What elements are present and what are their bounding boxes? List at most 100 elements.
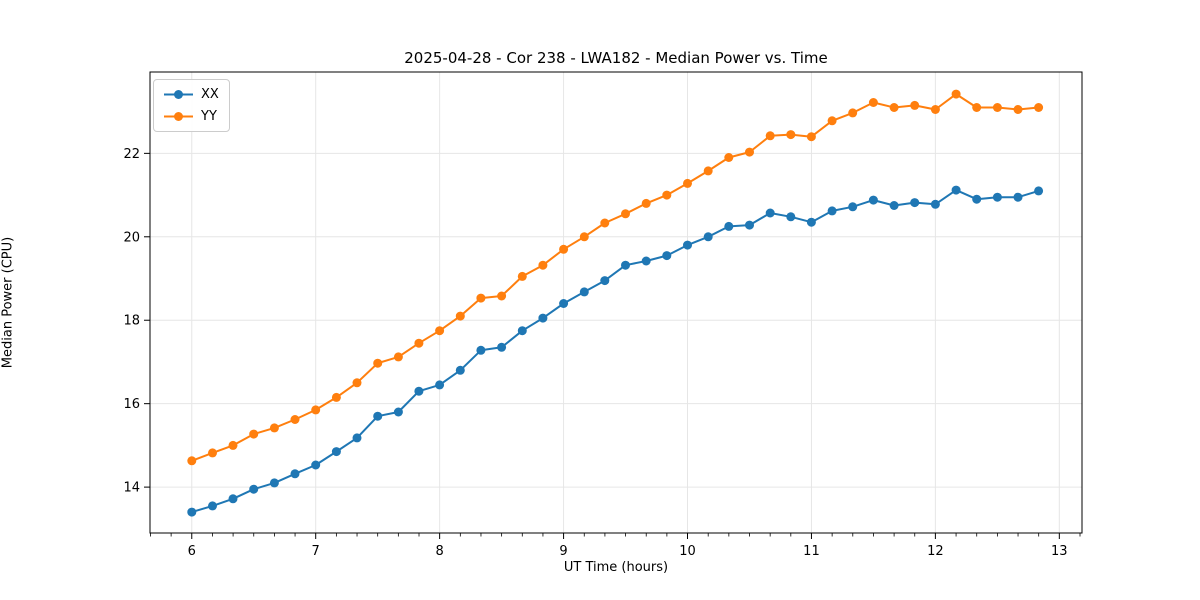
- series-xx-marker: [848, 202, 858, 212]
- series-yy-marker: [435, 326, 445, 336]
- series-yy-marker: [930, 105, 940, 114]
- series-xx-marker: [806, 217, 816, 227]
- series-yy-marker: [910, 100, 920, 110]
- series-xx-marker: [786, 212, 796, 222]
- x-tick-label: 8: [435, 544, 443, 559]
- x-axis-label: UT Time (hours): [563, 560, 669, 575]
- series-xx-marker: [868, 195, 878, 205]
- series-yy-marker: [393, 352, 403, 362]
- series-yy-marker: [641, 198, 651, 208]
- series-yy-marker: [703, 166, 713, 176]
- series-yy-marker: [352, 378, 362, 388]
- legend-label-xx: XX: [201, 87, 219, 102]
- series-xx-marker: [269, 478, 279, 488]
- series-yy-marker: [827, 116, 837, 126]
- series-xx-marker: [414, 386, 424, 396]
- legend-line-marker-xx-icon: [164, 90, 193, 99]
- x-tick-label: 9: [559, 544, 567, 559]
- x-tick-label: 10: [679, 544, 696, 559]
- series-xx-marker: [662, 251, 672, 261]
- series-yy-marker: [806, 132, 816, 142]
- series-yy-marker: [269, 423, 279, 433]
- series-xx-marker: [331, 447, 341, 457]
- series-xx-marker: [187, 507, 197, 517]
- series-xx-marker: [373, 411, 383, 421]
- series-xx-marker: [249, 484, 259, 494]
- series-yy-marker: [476, 293, 486, 303]
- series-yy-marker: [497, 291, 507, 301]
- series-xx-marker: [641, 256, 651, 266]
- series-yy-marker: [187, 456, 197, 466]
- chart-title: 2025-04-28 - Cor 238 - LWA182 - Median P…: [404, 49, 828, 67]
- series-yy-marker: [290, 415, 300, 424]
- series-yy-marker: [414, 338, 424, 348]
- series-yy-marker: [868, 98, 878, 107]
- x-tick-label: 7: [312, 544, 320, 559]
- series-xx-marker: [889, 201, 899, 210]
- x-tick-label: 11: [803, 544, 820, 559]
- series-yy-marker: [992, 103, 1002, 112]
- series-xx-marker: [910, 198, 920, 208]
- series-yy-marker: [311, 405, 321, 415]
- x-tick-label: 12: [927, 544, 944, 559]
- series-yy-marker: [249, 429, 259, 439]
- series-xx-marker: [455, 365, 465, 375]
- y-axis-label: Median Power (CPU): [0, 236, 16, 369]
- series-yy-marker: [579, 232, 589, 242]
- y-tick-label: 14: [123, 481, 140, 496]
- series-yy-marker: [331, 392, 341, 402]
- series-xx-marker: [497, 342, 507, 352]
- series-yy-marker: [538, 260, 548, 270]
- legend-item-xx: XX: [163, 85, 219, 104]
- y-tick-label: 18: [123, 314, 140, 329]
- series-yy-marker: [1034, 103, 1044, 112]
- series-yy-marker: [559, 244, 569, 254]
- series-xx-marker: [559, 299, 569, 308]
- series-xx-marker: [1034, 186, 1044, 196]
- x-tick-label: 13: [1051, 544, 1068, 559]
- series-xx-marker: [517, 326, 527, 336]
- series-yy-marker: [683, 178, 692, 188]
- plot-border: [149, 71, 1083, 534]
- series-yy-marker: [621, 209, 630, 219]
- series-xx-marker: [951, 185, 961, 195]
- series-yy-marker: [724, 153, 734, 162]
- series-xx-marker: [1013, 192, 1023, 202]
- series-xx-marker: [352, 433, 362, 443]
- series-yy-marker: [765, 131, 775, 141]
- series-xx-marker: [827, 206, 837, 216]
- series-xx-marker: [621, 260, 630, 270]
- series-xx-marker: [579, 287, 589, 297]
- series-xx-marker: [476, 345, 486, 355]
- series-xx-marker: [972, 194, 982, 204]
- legend-item-yy: YY: [163, 107, 219, 126]
- series-xx-marker: [703, 232, 713, 242]
- series-xx-marker: [393, 407, 403, 417]
- series-yy-marker: [848, 108, 858, 118]
- series-xx-marker: [745, 220, 754, 230]
- series-xx-marker: [290, 469, 300, 479]
- series-yy-marker: [972, 103, 982, 112]
- series-xx-marker: [600, 276, 610, 286]
- series-xx-marker: [765, 208, 775, 218]
- y-tick-label: 20: [123, 230, 140, 245]
- x-tick-label: 6: [188, 544, 196, 559]
- series-xx-marker: [311, 460, 321, 470]
- series-yy-marker: [786, 130, 796, 140]
- series-yy-marker: [517, 271, 527, 281]
- series-xx-marker: [435, 380, 445, 390]
- series-xx-marker: [228, 494, 238, 504]
- series-yy-marker: [373, 358, 383, 368]
- y-tick-label: 22: [123, 147, 140, 162]
- series-yy-marker: [889, 103, 899, 112]
- series-yy-marker: [208, 448, 217, 458]
- series-xx-marker: [538, 313, 548, 323]
- series-yy-marker: [745, 147, 754, 157]
- legend: XX YY: [153, 79, 230, 132]
- series-yy-marker: [455, 311, 465, 321]
- series-yy-marker: [600, 218, 610, 228]
- series-xx-marker: [724, 221, 734, 231]
- series-yy-marker: [951, 89, 961, 99]
